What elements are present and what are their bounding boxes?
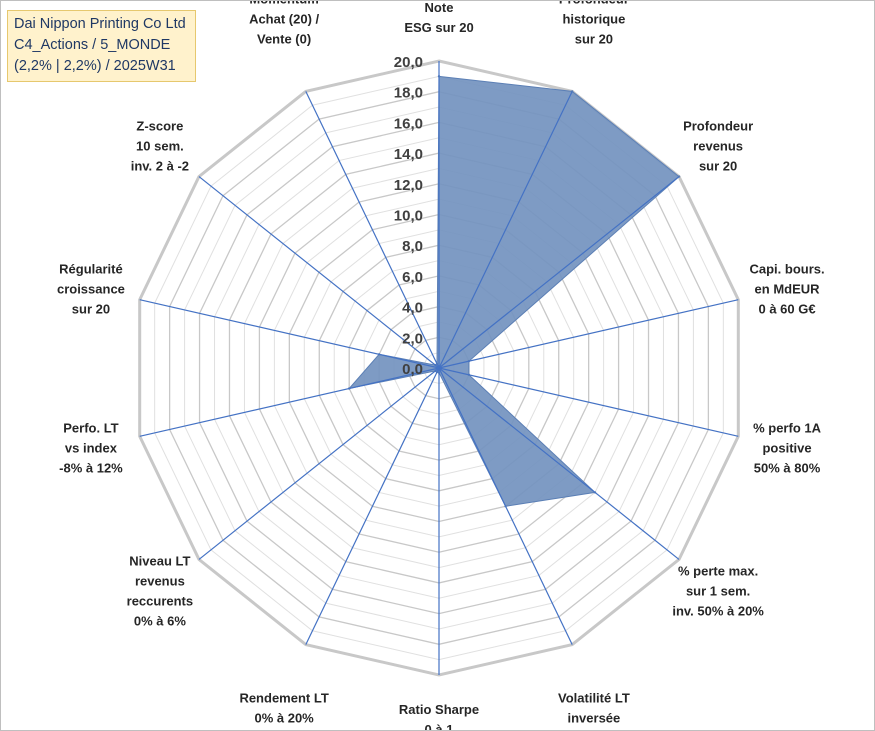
radar-spoke <box>438 367 573 645</box>
radar-spoke <box>438 367 739 437</box>
radar-spokes <box>139 61 739 675</box>
radar-spoke <box>438 91 573 369</box>
axis-label-line: reccurents <box>127 594 193 609</box>
axis-label-line: ESG sur 20 <box>404 20 473 35</box>
axis-label-line: sur 20 <box>699 158 737 173</box>
axis-label-line: 0% à 20% <box>254 711 314 726</box>
axis-label-line: Vente (0) <box>257 31 311 46</box>
axis-label-line: inv. 2 à -2 <box>131 158 189 173</box>
axis-label-line: Régularité <box>59 262 123 277</box>
axis-label-line: revenus <box>693 138 743 153</box>
radar-spoke <box>139 367 440 437</box>
radar-spoke <box>198 367 440 560</box>
chart-title-box: Dai Nippon Printing Co Ltd C4_Actions / … <box>7 10 196 82</box>
axis-label-line: inversée <box>568 711 621 726</box>
axis-label-line: Profondeur <box>559 1 629 6</box>
axis-label-line: Volatilité LT <box>558 691 630 706</box>
axis-label-line: Perfo. LT <box>63 420 118 435</box>
axis-label-line: % perte max. <box>678 564 758 579</box>
axis-label-line: -8% à 12% <box>59 460 123 475</box>
axis-label-line: Rendement LT <box>239 691 328 706</box>
axis-label-0: Note ESG sur 20 <box>404 1 473 35</box>
r-tick-label: 20,0 <box>394 54 423 71</box>
axis-label-2: Profondeur revenus sur 20 <box>683 118 753 173</box>
radar-series-area <box>347 75 680 507</box>
axis-label-line: % perfo 1A <box>753 420 822 435</box>
portfolio-category: C4_Actions / 5_MONDE <box>14 37 171 53</box>
axis-label-10: Perfo. LT vs index -8% à 12% <box>59 420 123 475</box>
r-tick-label: 16,0 <box>394 115 423 132</box>
axis-label-5: % perte max. sur 1 sem. inv. 50% à 20% <box>672 564 764 619</box>
axis-label-line: Momentum <box>249 1 318 6</box>
r-tick-label: 18,0 <box>394 85 423 102</box>
r-tick-label: 10,0 <box>394 208 423 225</box>
radar-spoke <box>438 299 739 369</box>
radar-axis-labels: Note ESG sur 20 Profondeur historique sur 20… <box>57 1 825 730</box>
r-tick-label: 8,0 <box>402 238 423 255</box>
radar-spoke <box>438 176 680 369</box>
axis-label-line: sur 20 <box>575 31 613 46</box>
r-tick-label: 14,0 <box>394 146 423 163</box>
radar-spoke <box>305 367 440 645</box>
axis-label-7: Ratio Sharpe 0 à 1 <box>399 702 479 730</box>
axis-label-line: positive <box>762 440 811 455</box>
r-tick-label: 4,0 <box>402 300 423 317</box>
axis-label-line: vs index <box>65 440 118 455</box>
radar-spoke <box>198 176 440 369</box>
axis-label-6: Volatilité LTinversée40% à 0% <box>558 691 630 726</box>
axis-label-13: Momentum Achat (20) / Vente (0) <box>249 1 319 46</box>
axis-label-line: 10 sem. <box>136 138 184 153</box>
axis-label-11: Régularité croissance sur 20 <box>57 262 125 317</box>
axis-label-line: en MdEUR <box>755 282 821 297</box>
axis-label-line: Niveau LT <box>129 554 190 569</box>
axis-label-line: Ratio Sharpe <box>399 702 479 717</box>
axis-label-line: 0 à 1 <box>425 722 454 730</box>
radar-series-layer <box>347 75 681 508</box>
axis-label-line: 0 à 60 G€ <box>758 302 815 317</box>
company-name: Dai Nippon Printing Co Ltd <box>14 16 186 32</box>
axis-label-9: Niveau LT revenus reccurents 0% à 6% <box>127 554 193 629</box>
axis-label-line: revenus <box>135 574 185 589</box>
r-tick-label: 0,0 <box>402 361 423 378</box>
r-tick-label: 6,0 <box>402 269 423 286</box>
radar-spoke <box>305 91 440 369</box>
axis-label-line: inv. 50% à 20% <box>672 604 764 619</box>
radar-spoke <box>438 367 680 560</box>
radar-tick-labels: 0,0 2,0 4,0 6,0 8,0 10,0 12,0 14,0 16,0 18,0 20,0 <box>394 54 423 378</box>
axis-label-line: croissance <box>57 282 125 297</box>
axis-label-12: Z-score 10 sem. inv. 2 à -2 <box>131 118 189 173</box>
axis-label-line: 50% à 80% <box>754 460 821 475</box>
axis-label-line: Note <box>425 1 454 15</box>
axis-label-line: sur 20 <box>72 302 110 317</box>
axis-label-8: Rendement LT 0% à 20% <box>239 691 328 726</box>
axis-label-3: Capi. bours. en MdEUR 0 à 60 G€ <box>749 262 824 317</box>
axis-label-line: Z-score <box>136 118 183 133</box>
axis-label-line: sur 1 sem. <box>686 584 750 599</box>
axis-label-4: % perfo 1A positive 50% à 80% <box>753 420 822 475</box>
axis-label-line: historique <box>562 11 625 26</box>
axis-label-line: Capi. bours. <box>749 262 824 277</box>
r-tick-label: 12,0 <box>394 177 423 194</box>
axis-label-1: Profondeur historique sur 20 <box>559 1 629 46</box>
radar-spoke <box>139 299 440 369</box>
axis-label-line: 0% à 6% <box>134 614 186 629</box>
weights-and-week: (2,2% | 2,2%) / 2025W31 <box>14 58 176 74</box>
axis-label-line: Achat (20) / <box>249 11 319 26</box>
r-tick-label: 2,0 <box>402 330 423 347</box>
axis-label-line: Profondeur <box>683 118 753 133</box>
